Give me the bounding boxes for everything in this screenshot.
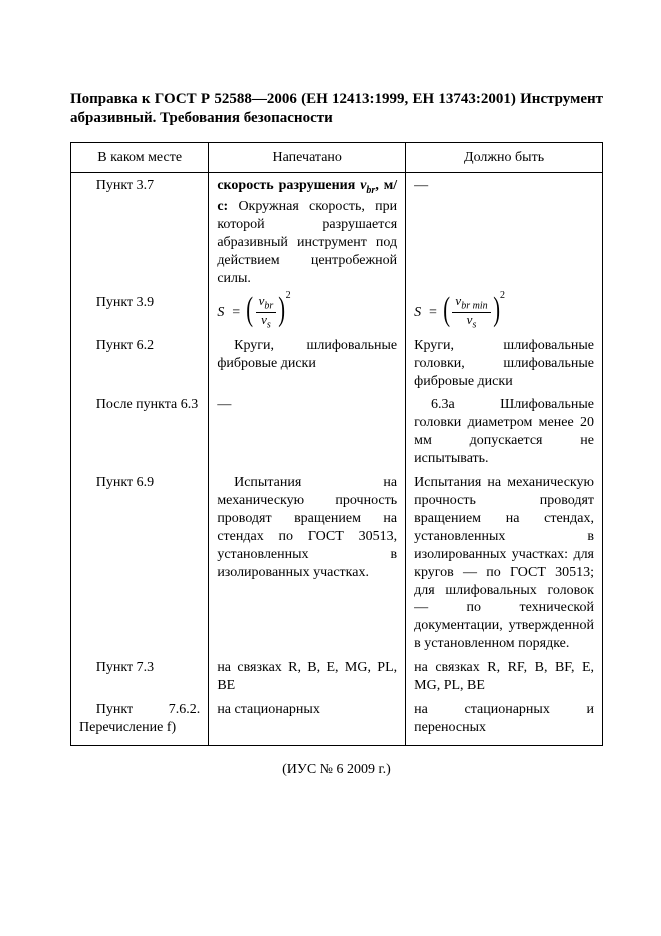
printed-rest: Окружная скорость, при которой разрушает… — [217, 199, 397, 286]
frac-den-sub: s — [267, 319, 271, 330]
exponent: 2 — [286, 290, 291, 301]
table-row: Пункт 6.9 Испытания на механическую проч… — [71, 470, 603, 655]
cell-printed-formula: S = (vbrvs)2 — [209, 290, 406, 333]
paren-right-icon: ) — [493, 295, 500, 325]
table-row: Пункт 3.9 S = (vbrvs)2 S = (vbr minvs)2 — [71, 290, 603, 333]
corrections-table: В каком месте Напечатано Должно быть Пун… — [70, 142, 603, 746]
exponent: 2 — [500, 290, 505, 301]
table-row: Пункт 3.7 скорость разрушения vbr, м/с: … — [71, 173, 603, 290]
cell-where: Пункт 7.6.2. Перечисление f) — [71, 697, 209, 745]
table-header-row: В каком месте Напечатано Должно быть — [71, 142, 603, 173]
header-where: В каком месте — [71, 142, 209, 173]
title-bold: Поправка к ГОСТ Р 52588—2006 (ЕН 12413:1… — [70, 91, 603, 126]
document-title: Поправка к ГОСТ Р 52588—2006 (ЕН 12413:1… — [70, 90, 603, 128]
cell-correct: на связках R, RF, B, BF, E, MG, PL, BE — [406, 655, 603, 697]
paren-left-icon: ( — [443, 295, 450, 325]
table-row: Пункт 6.2 Круги, шлифовальные фибровые д… — [71, 333, 603, 393]
formula-lhs: S — [217, 304, 224, 319]
printed-symbol-sub: br — [366, 185, 375, 196]
frac-num-sub: br — [264, 300, 273, 311]
table-row: После пункта 6.3 — 6.3а Шлифовальные гол… — [71, 392, 603, 470]
header-printed: Напечатано — [209, 142, 406, 173]
cell-printed: Испытания на механическую прочность пров… — [209, 470, 406, 655]
header-correct: Должно быть — [406, 142, 603, 173]
cell-printed: — — [209, 392, 406, 470]
cell-where: Пункт 3.9 — [71, 290, 209, 333]
footer-note: (ИУС № 6 2009 г.) — [70, 762, 603, 778]
cell-printed: скорость разрушения vbr, м/с: Окружная с… — [209, 173, 406, 290]
cell-correct: 6.3а Шлифовальные головки диаметром мене… — [406, 392, 603, 470]
cell-correct: Круги, шлифовальные головки, шлифовальны… — [406, 333, 603, 393]
formula-lhs: S — [414, 304, 421, 319]
fraction: vbr minvs — [452, 294, 490, 331]
table-row: Пункт 7.6.2. Перечисление f) на стациона… — [71, 697, 603, 745]
cell-where: После пункта 6.3 — [71, 392, 209, 470]
cell-printed: на стационарных — [209, 697, 406, 745]
frac-num-sub: br min — [461, 300, 487, 311]
frac-den-sub: s — [472, 319, 476, 330]
cell-correct: на стационарных и переносных — [406, 697, 603, 745]
table-row: Пункт 7.3 на связках R, B, E, MG, PL, BE… — [71, 655, 603, 697]
cell-printed: на связках R, B, E, MG, PL, BE — [209, 655, 406, 697]
paren-right-icon: ) — [279, 295, 286, 325]
cell-where: Пункт 7.3 — [71, 655, 209, 697]
document-page: Поправка к ГОСТ Р 52588—2006 (ЕН 12413:1… — [0, 0, 661, 936]
cell-where: Пункт 3.7 — [71, 173, 209, 290]
cell-correct: — — [406, 173, 603, 290]
cell-where: Пункт 6.9 — [71, 470, 209, 655]
cell-correct: Испытания на механическую прочность пров… — [406, 470, 603, 655]
fraction: vbrvs — [256, 294, 277, 331]
cell-where: Пункт 6.2 — [71, 333, 209, 393]
paren-left-icon: ( — [247, 295, 254, 325]
printed-bold-lead: скорость разрушения — [217, 178, 360, 193]
cell-printed: Круги, шлифовальные фибровые диски — [209, 333, 406, 393]
cell-correct-formula: S = (vbr minvs)2 — [406, 290, 603, 333]
